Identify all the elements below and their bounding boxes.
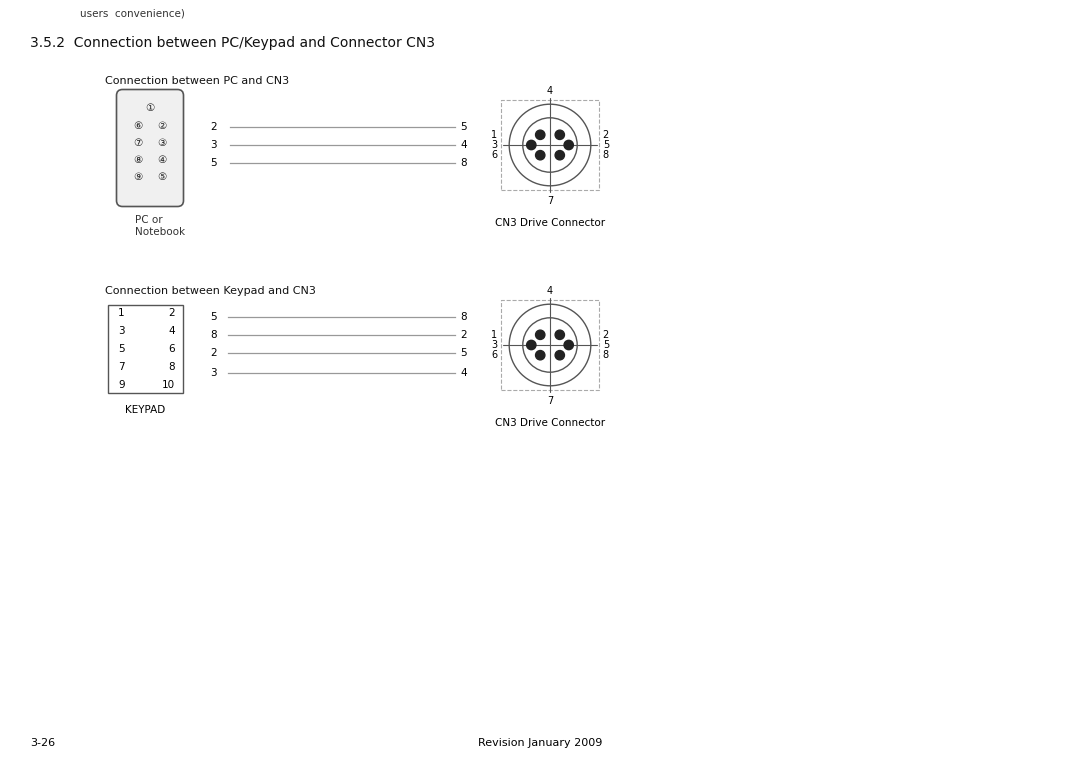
Text: 8: 8 (603, 150, 609, 160)
Text: 4: 4 (546, 85, 553, 95)
Text: Connection between Keypad and CN3: Connection between Keypad and CN3 (105, 286, 315, 296)
Text: users  convenience): users convenience) (80, 8, 185, 18)
Text: ②: ② (158, 121, 166, 131)
Text: 2: 2 (603, 130, 609, 140)
Text: 7: 7 (546, 196, 553, 206)
Circle shape (536, 350, 545, 360)
Circle shape (555, 350, 565, 360)
Text: 8: 8 (460, 312, 467, 322)
Text: 7: 7 (546, 396, 553, 406)
Circle shape (555, 130, 565, 140)
Circle shape (555, 150, 565, 160)
Text: ①: ① (146, 103, 154, 113)
Text: ④: ④ (158, 155, 166, 165)
Text: 4: 4 (460, 368, 467, 378)
Circle shape (527, 340, 536, 349)
Text: 3: 3 (491, 140, 497, 150)
Text: 2: 2 (603, 330, 609, 340)
Text: 3: 3 (118, 326, 124, 336)
Text: 5: 5 (603, 340, 609, 350)
Text: KEYPAD: KEYPAD (125, 405, 165, 415)
Circle shape (536, 330, 545, 340)
Bar (108, 305, 183, 393)
Text: PC or
Notebook: PC or Notebook (135, 215, 185, 237)
Text: 5: 5 (603, 140, 609, 150)
FancyBboxPatch shape (117, 89, 184, 207)
Text: ⑧: ⑧ (133, 155, 143, 165)
Text: 6: 6 (491, 350, 497, 360)
Text: 1: 1 (118, 308, 124, 318)
Circle shape (555, 330, 565, 340)
Text: 8: 8 (168, 362, 175, 372)
Text: 2: 2 (168, 308, 175, 318)
Text: 3: 3 (491, 340, 497, 350)
Text: 1: 1 (491, 330, 497, 340)
Text: 7: 7 (118, 362, 124, 372)
Text: 8: 8 (210, 330, 217, 340)
Text: 4: 4 (168, 326, 175, 336)
Circle shape (536, 130, 545, 140)
Text: 6: 6 (491, 150, 497, 160)
Text: CN3 Drive Connector: CN3 Drive Connector (495, 218, 605, 228)
Text: 2: 2 (210, 122, 217, 132)
Text: 6: 6 (168, 344, 175, 354)
Text: Connection between PC and CN3: Connection between PC and CN3 (105, 76, 289, 86)
Text: 5: 5 (210, 312, 217, 322)
Text: 1: 1 (491, 130, 497, 140)
Circle shape (527, 140, 536, 150)
Text: 4: 4 (460, 140, 467, 150)
Text: Revision January 2009: Revision January 2009 (477, 738, 603, 748)
Text: 5: 5 (210, 158, 217, 168)
Text: 3: 3 (210, 368, 217, 378)
Text: 5: 5 (460, 122, 467, 132)
Text: ⑦: ⑦ (133, 138, 143, 148)
Text: 10: 10 (162, 380, 175, 390)
Circle shape (564, 140, 573, 150)
Text: ③: ③ (158, 138, 166, 148)
Text: 3: 3 (210, 140, 217, 150)
Circle shape (564, 340, 573, 349)
Text: 3-26: 3-26 (30, 738, 55, 748)
Circle shape (536, 150, 545, 160)
Text: 2: 2 (210, 348, 217, 358)
Text: ⑨: ⑨ (133, 172, 143, 182)
Text: ⑤: ⑤ (158, 172, 166, 182)
Text: 3.5.2  Connection between PC/Keypad and Connector CN3: 3.5.2 Connection between PC/Keypad and C… (30, 36, 435, 50)
Text: 5: 5 (118, 344, 124, 354)
Text: 8: 8 (603, 350, 609, 360)
Text: 8: 8 (460, 158, 467, 168)
Text: CN3 Drive Connector: CN3 Drive Connector (495, 418, 605, 428)
Text: 4: 4 (546, 285, 553, 296)
Text: ⑥: ⑥ (133, 121, 143, 131)
Text: 9: 9 (118, 380, 124, 390)
Text: 2: 2 (460, 330, 467, 340)
Text: 5: 5 (460, 348, 467, 358)
